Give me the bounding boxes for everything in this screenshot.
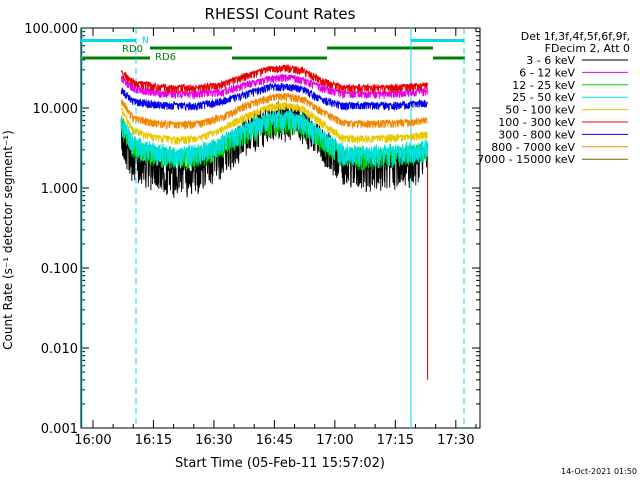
- generation-timestamp: 14-Oct-2021 01:50: [561, 467, 637, 476]
- legend-entry-label: 50 - 100 keV: [505, 104, 575, 117]
- series-line-100-300-kev: [120, 63, 428, 95]
- x-tick-label: 16:30: [195, 433, 232, 448]
- legend-entry-label: 300 - 800 keV: [498, 128, 575, 141]
- rd6-label: RD6: [155, 52, 176, 63]
- legend-entry-label: 3 - 6 keV: [526, 54, 575, 67]
- x-tick-label: 17:00: [316, 433, 353, 448]
- attenuator-state-bars: [81, 46, 465, 60]
- cyan-flag-bar: [81, 39, 136, 42]
- y-tick-label: 0.100: [41, 262, 78, 277]
- cyan-flag-bar: [411, 39, 464, 42]
- series-line-800-7000-kev: [120, 92, 428, 130]
- series-line-300-800-kev: [120, 82, 428, 112]
- x-tick-label: 16:15: [135, 433, 172, 448]
- series-line-25-50-kev: [120, 109, 428, 169]
- series-line-50-100-kev: [120, 101, 428, 145]
- y-tick-label: 0.001: [41, 422, 78, 437]
- legend-entry-label: 100 - 300 keV: [498, 116, 575, 129]
- y-tick-label: 100.000: [24, 22, 78, 37]
- attenuator-bar: [81, 56, 150, 60]
- x-tick-label: 17:30: [437, 433, 474, 448]
- y-tick-label: 0.010: [41, 342, 78, 357]
- y-tick-label: 1.000: [41, 182, 78, 197]
- attenuator-bar: [327, 46, 433, 50]
- x-tick-label: 16:00: [74, 433, 111, 448]
- rd0-label: RD0: [122, 44, 143, 55]
- n-label: N: [142, 36, 149, 46]
- x-tick-label: 16:45: [256, 433, 293, 448]
- plot-frame: [80, 27, 481, 429]
- legend-entry-label: 6 - 12 keV: [519, 66, 575, 79]
- attenuator-bar: [433, 56, 465, 60]
- y-axis-label: Count Rate (s⁻¹ detector segment⁻¹): [1, 130, 15, 350]
- legend-entry-label: 25 - 50 keV: [512, 91, 575, 104]
- legend-entry-label: 7000 - 15000 keV: [477, 153, 575, 166]
- y-tick-label: 10.000: [33, 102, 79, 117]
- attenuator-bar: [232, 56, 327, 60]
- chart-title: RHESSI Count Rates: [205, 5, 356, 23]
- legend-header-line-1: Det 1f,3f,4f,5f,6f,9f,: [521, 30, 630, 43]
- x-axis-label: Start Time (05-Feb-11 15:57:02): [175, 456, 385, 471]
- attenuator-bar: [150, 46, 232, 50]
- legend: Det 1f,3f,4f,5f,6f,9f, FDecim 2, Att 0 3…: [477, 30, 630, 166]
- x-tick-label: 17:15: [377, 433, 414, 448]
- legend-entry-label: 800 - 7000 keV: [491, 141, 575, 154]
- legend-entry-label: 12 - 25 keV: [512, 79, 575, 92]
- legend-header-line-2: FDecim 2, Att 0: [545, 42, 630, 55]
